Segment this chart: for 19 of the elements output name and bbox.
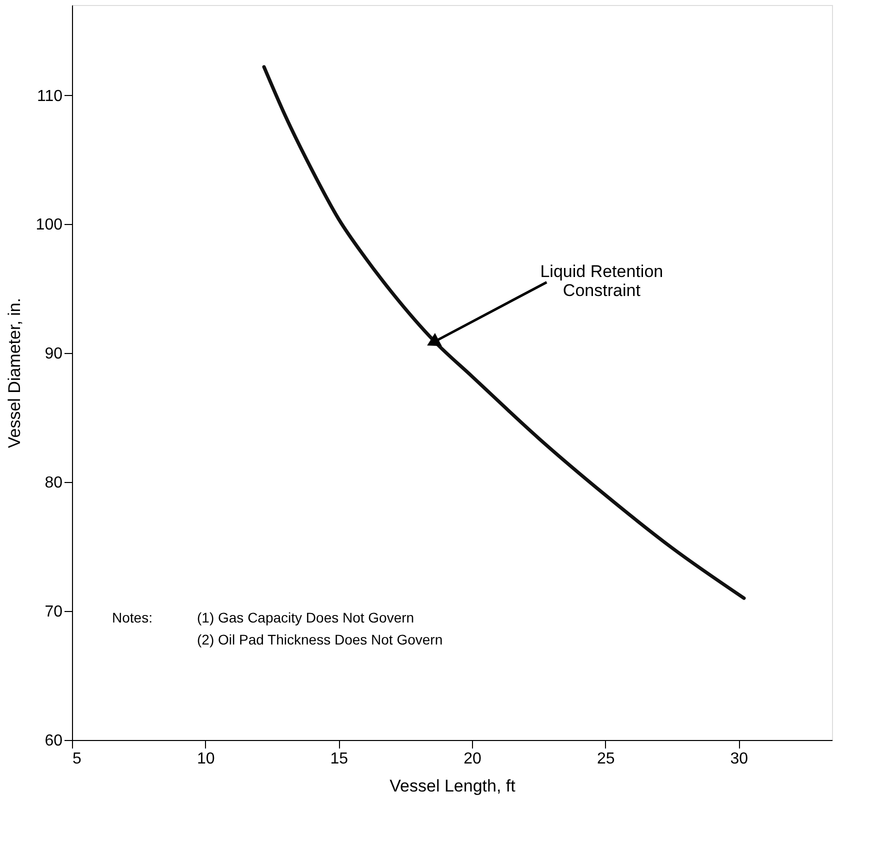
x-tick-label: 25 xyxy=(596,750,615,768)
annotation: Notes: xyxy=(112,610,152,626)
y-tick-label: 90 xyxy=(44,346,63,363)
y-axis-title: Vessel Diameter, in. xyxy=(4,298,24,448)
line-series xyxy=(262,65,746,600)
y-tick-label: 80 xyxy=(44,474,63,492)
annotation: (1) Gas Capacity Does Not Govern xyxy=(197,610,414,626)
y-tick-label: 70 xyxy=(44,604,63,621)
x-tick-label: 20 xyxy=(464,750,482,768)
x-tick-label: 5 xyxy=(72,750,82,768)
y-tick-label: 100 xyxy=(36,216,63,234)
x-axis-title: Vessel Length, ft xyxy=(390,776,516,796)
x-tick-label: 30 xyxy=(730,750,748,768)
x-tick-label: 10 xyxy=(196,750,215,768)
y-tick-label: 60 xyxy=(44,732,63,750)
x-tick-label: 15 xyxy=(330,750,348,768)
y-tick-label: 110 xyxy=(36,88,63,105)
annotation: (2) Oil Pad Thickness Does Not Govern xyxy=(197,632,443,648)
annotation: Liquid Retention Constraint xyxy=(540,262,664,300)
